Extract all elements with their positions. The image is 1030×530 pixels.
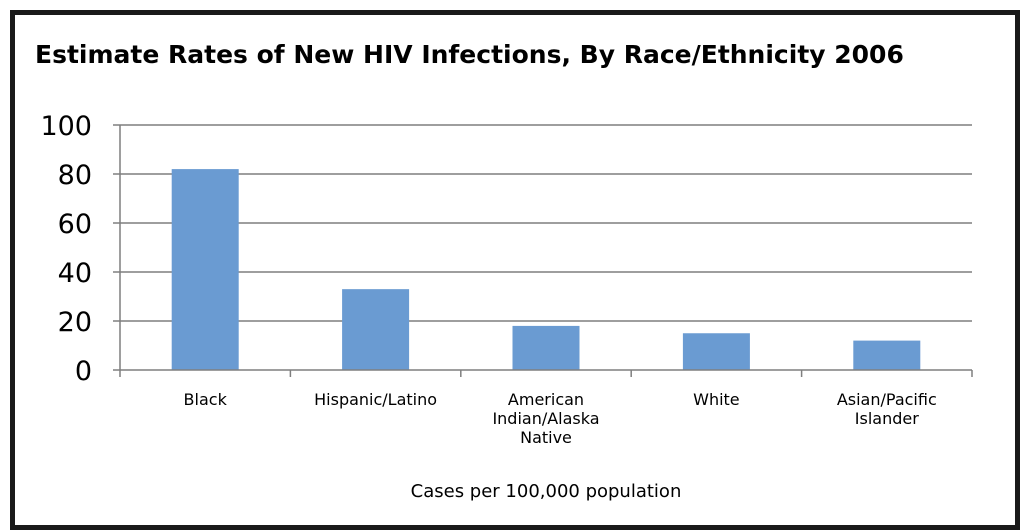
x-tick-label-line: White [693, 390, 740, 409]
x-tick-label-line: Native [520, 428, 572, 447]
x-tick-label-line: Hispanic/Latino [314, 390, 437, 409]
x-tick-label: White [693, 390, 740, 409]
x-tick-label-line: Black [184, 390, 228, 409]
bar [171, 169, 239, 370]
x-axis-label: Cases per 100,000 population [411, 481, 682, 502]
x-tick-label-line: American [508, 390, 584, 409]
x-tick-label: Black [184, 390, 228, 409]
y-tick-label: 100 [40, 111, 92, 142]
y-tick-label: 80 [58, 160, 92, 191]
y-tick-label: 60 [58, 209, 92, 240]
x-tick-label: Asian/Pacific Islander [837, 390, 937, 428]
y-tick-labels: 0 20 40 60 80 100 [40, 111, 92, 387]
bars [171, 169, 921, 370]
bar [853, 340, 921, 370]
y-tick-label: 40 [58, 258, 92, 289]
y-tick-label: 0 [75, 356, 92, 387]
x-tick-label-line: Islander [855, 409, 919, 428]
chart-title: Estimate Rates of New HIV Infections, By… [35, 40, 904, 69]
x-tick-label: Hispanic/Latino [314, 390, 437, 409]
axes [113, 124, 973, 377]
y-tick-label: 20 [58, 307, 92, 338]
x-tick-label: American Indian/Alaska Native [492, 390, 599, 447]
bar [512, 325, 580, 370]
bar [682, 333, 750, 370]
x-tick-label-line: Indian/Alaska [492, 409, 599, 428]
bar-chart: 0 20 40 60 80 100 Black Hispanic/Latino America… [40, 111, 973, 502]
x-tick-labels: Black Hispanic/Latino American Indian/Alask… [184, 390, 937, 447]
gridlines [120, 124, 972, 322]
bar [342, 289, 410, 370]
x-tick-label-line: Asian/Pacific [837, 390, 937, 409]
